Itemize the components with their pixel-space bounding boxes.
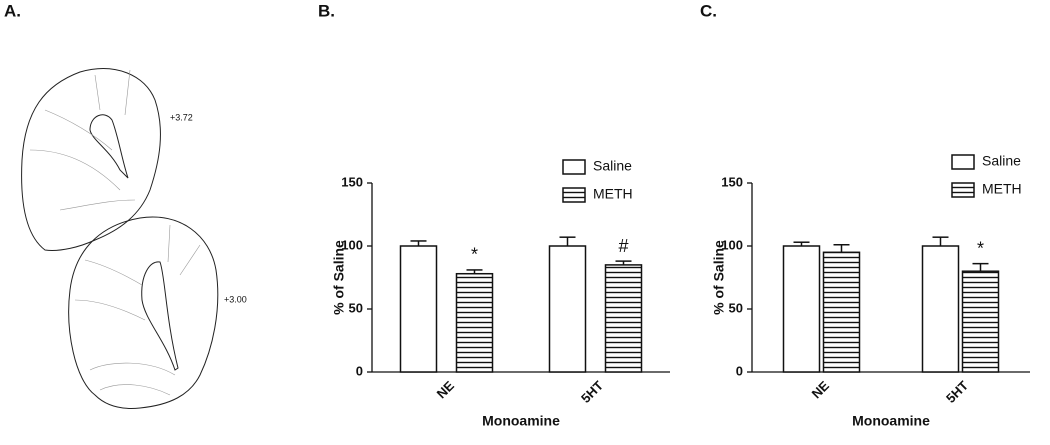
panel-label: A.	[4, 1, 21, 20]
bar	[921, 245, 960, 373]
x-axis-label: Monoamine	[482, 413, 560, 429]
y-tick-label: 150	[341, 174, 363, 189]
y-tick-label: 100	[721, 237, 743, 252]
x-tick-label: NE	[434, 378, 458, 402]
x-tick-label: 5HT	[578, 378, 606, 406]
legend-swatch	[562, 159, 586, 175]
legend-label: METH	[982, 181, 1022, 197]
y-axis-label: % of Saline	[711, 240, 727, 315]
bar	[961, 270, 1000, 373]
y-tick-label: 150	[721, 174, 743, 189]
y-tick-label: 100	[341, 237, 363, 252]
significance-marker: *	[471, 245, 478, 265]
legend-label: Saline	[982, 153, 1021, 169]
x-axis-label: Monoamine	[852, 413, 930, 429]
x-tick-label: NE	[809, 378, 833, 402]
significance-marker: *	[977, 238, 984, 258]
y-tick-label: 0	[356, 363, 363, 378]
panel-label: B.	[318, 1, 335, 20]
legend-swatch	[951, 154, 975, 170]
y-tick-label: 50	[349, 300, 363, 315]
bar	[822, 251, 861, 373]
bar	[455, 272, 494, 373]
bar	[399, 245, 438, 373]
panel-label: C.	[700, 1, 717, 20]
chart: B. 0 50 100 150 % of Saline Monoamine NE * 5HT # Sa…	[318, 1, 670, 429]
y-tick-label: 50	[729, 300, 743, 315]
y-axis-label: % of Saline	[331, 240, 347, 315]
bar	[604, 264, 643, 373]
coordinate-label: +3.00	[224, 294, 247, 304]
legend-label: METH	[593, 186, 633, 202]
bar	[782, 245, 821, 373]
legend-swatch	[951, 182, 975, 198]
legend-swatch	[562, 187, 586, 203]
y-tick-label: 0	[736, 363, 743, 378]
bar	[548, 245, 587, 373]
brain-diagram: A. +3.72 +3.00	[4, 1, 247, 409]
significance-marker: #	[618, 236, 628, 256]
coordinate-label: +3.72	[170, 112, 193, 122]
x-tick-label: 5HT	[943, 378, 971, 406]
chart: C. 0 50 100 150 % of Saline Monoamine NE 5HT * Sal…	[700, 1, 1030, 429]
legend-label: Saline	[593, 158, 632, 174]
